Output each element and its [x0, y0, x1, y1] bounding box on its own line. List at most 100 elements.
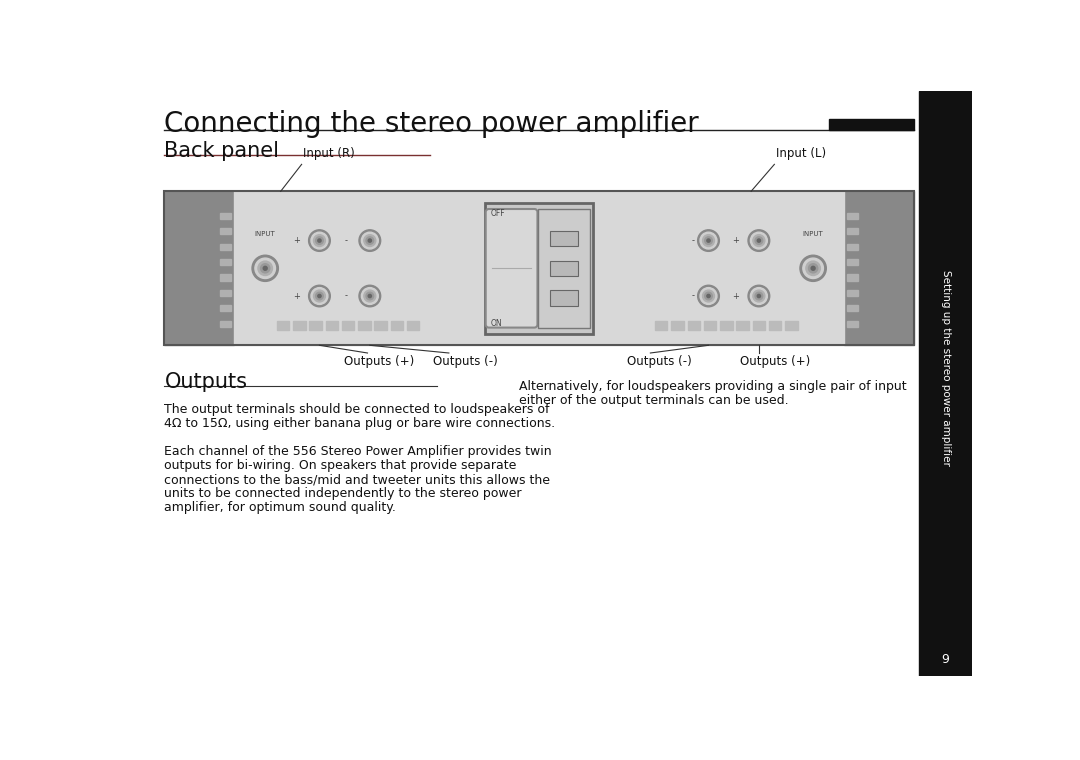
Bar [672, 321, 684, 330]
Circle shape [707, 239, 711, 242]
Bar [656, 321, 667, 330]
Bar [550, 290, 578, 306]
Bar [847, 228, 859, 234]
Circle shape [751, 232, 767, 249]
Circle shape [757, 294, 760, 298]
Bar [828, 119, 914, 130]
Circle shape [264, 266, 267, 271]
Text: Alternatively, for loudspeakers providing a single pair of input: Alternatively, for loudspeakers providin… [518, 380, 906, 393]
Circle shape [313, 290, 325, 302]
Circle shape [753, 290, 765, 302]
Text: +: + [732, 236, 739, 245]
Text: ON: ON [491, 318, 502, 328]
Circle shape [362, 232, 378, 249]
Circle shape [311, 232, 328, 249]
Bar [276, 321, 289, 330]
FancyBboxPatch shape [486, 209, 538, 328]
Circle shape [802, 258, 823, 278]
Bar [847, 290, 859, 296]
Text: OFF: OFF [491, 209, 505, 218]
Text: 4Ω to 15Ω, using either banana plug or bare wire connections.: 4Ω to 15Ω, using either banana plug or b… [164, 417, 555, 430]
Circle shape [252, 255, 279, 281]
Circle shape [700, 232, 717, 249]
Circle shape [702, 235, 715, 246]
Text: Outputs (+): Outputs (+) [345, 356, 415, 369]
Text: The output terminals should be connected to loudspeakers of: The output terminals should be connected… [164, 403, 550, 416]
Circle shape [811, 266, 815, 271]
Bar [538, 209, 590, 328]
Circle shape [313, 235, 325, 246]
Text: +: + [293, 236, 299, 245]
Text: INPUT: INPUT [255, 232, 275, 237]
Circle shape [700, 287, 717, 305]
Bar [220, 274, 231, 280]
Circle shape [368, 239, 372, 242]
Circle shape [702, 290, 715, 302]
Bar [220, 244, 231, 250]
Bar [326, 321, 338, 330]
Bar [847, 213, 859, 219]
Text: outputs for bi-wiring. On speakers that provide separate: outputs for bi-wiring. On speakers that … [164, 459, 517, 472]
Circle shape [698, 230, 719, 252]
Circle shape [757, 239, 760, 242]
Text: Outputs (-): Outputs (-) [627, 356, 692, 369]
Circle shape [364, 235, 376, 246]
Bar [847, 306, 859, 312]
Bar [737, 321, 748, 330]
Circle shape [359, 230, 380, 252]
Text: Setting up the stereo power amplifier: Setting up the stereo power amplifier [941, 271, 950, 467]
Bar [485, 203, 593, 334]
Circle shape [255, 258, 275, 278]
Bar [720, 321, 732, 330]
Circle shape [318, 239, 321, 242]
Text: +: + [293, 292, 299, 300]
Bar [293, 321, 306, 330]
Bar [407, 321, 419, 330]
Circle shape [359, 285, 380, 307]
Bar [220, 213, 231, 219]
Bar [164, 192, 234, 345]
Text: Input (L): Input (L) [775, 147, 826, 160]
Circle shape [755, 293, 762, 299]
Bar [845, 192, 914, 345]
Circle shape [315, 237, 323, 245]
Bar [785, 321, 798, 330]
Circle shape [705, 237, 713, 245]
Bar [375, 321, 387, 330]
Text: Each channel of the 556 Stereo Power Amplifier provides twin: Each channel of the 556 Stereo Power Amp… [164, 445, 552, 458]
Circle shape [753, 235, 765, 246]
Bar [550, 261, 578, 276]
Text: Back panel: Back panel [164, 141, 280, 161]
Text: INPUT: INPUT [802, 232, 824, 237]
Bar [220, 306, 231, 312]
Text: Outputs (+): Outputs (+) [740, 356, 810, 369]
Bar [688, 321, 700, 330]
Circle shape [366, 293, 374, 299]
Text: -: - [345, 292, 348, 300]
Circle shape [751, 287, 767, 305]
Circle shape [809, 264, 818, 273]
Bar [220, 321, 231, 327]
Circle shape [364, 290, 376, 302]
Text: either of the output terminals can be used.: either of the output terminals can be us… [518, 394, 788, 407]
Bar [847, 321, 859, 327]
Circle shape [362, 287, 378, 305]
Circle shape [318, 294, 321, 298]
Circle shape [748, 285, 770, 307]
Bar [220, 259, 231, 265]
Text: -: - [691, 292, 694, 300]
Circle shape [366, 237, 374, 245]
Text: Connecting the stereo power amplifier: Connecting the stereo power amplifier [164, 110, 699, 138]
Bar [769, 321, 781, 330]
Bar [309, 321, 322, 330]
Bar [359, 321, 370, 330]
Bar [220, 228, 231, 234]
Bar [704, 321, 716, 330]
Circle shape [309, 285, 330, 307]
Bar [342, 321, 354, 330]
Bar [847, 274, 859, 280]
Bar [919, 91, 972, 676]
Circle shape [258, 261, 272, 275]
Text: -: - [691, 236, 694, 245]
Bar [391, 321, 403, 330]
